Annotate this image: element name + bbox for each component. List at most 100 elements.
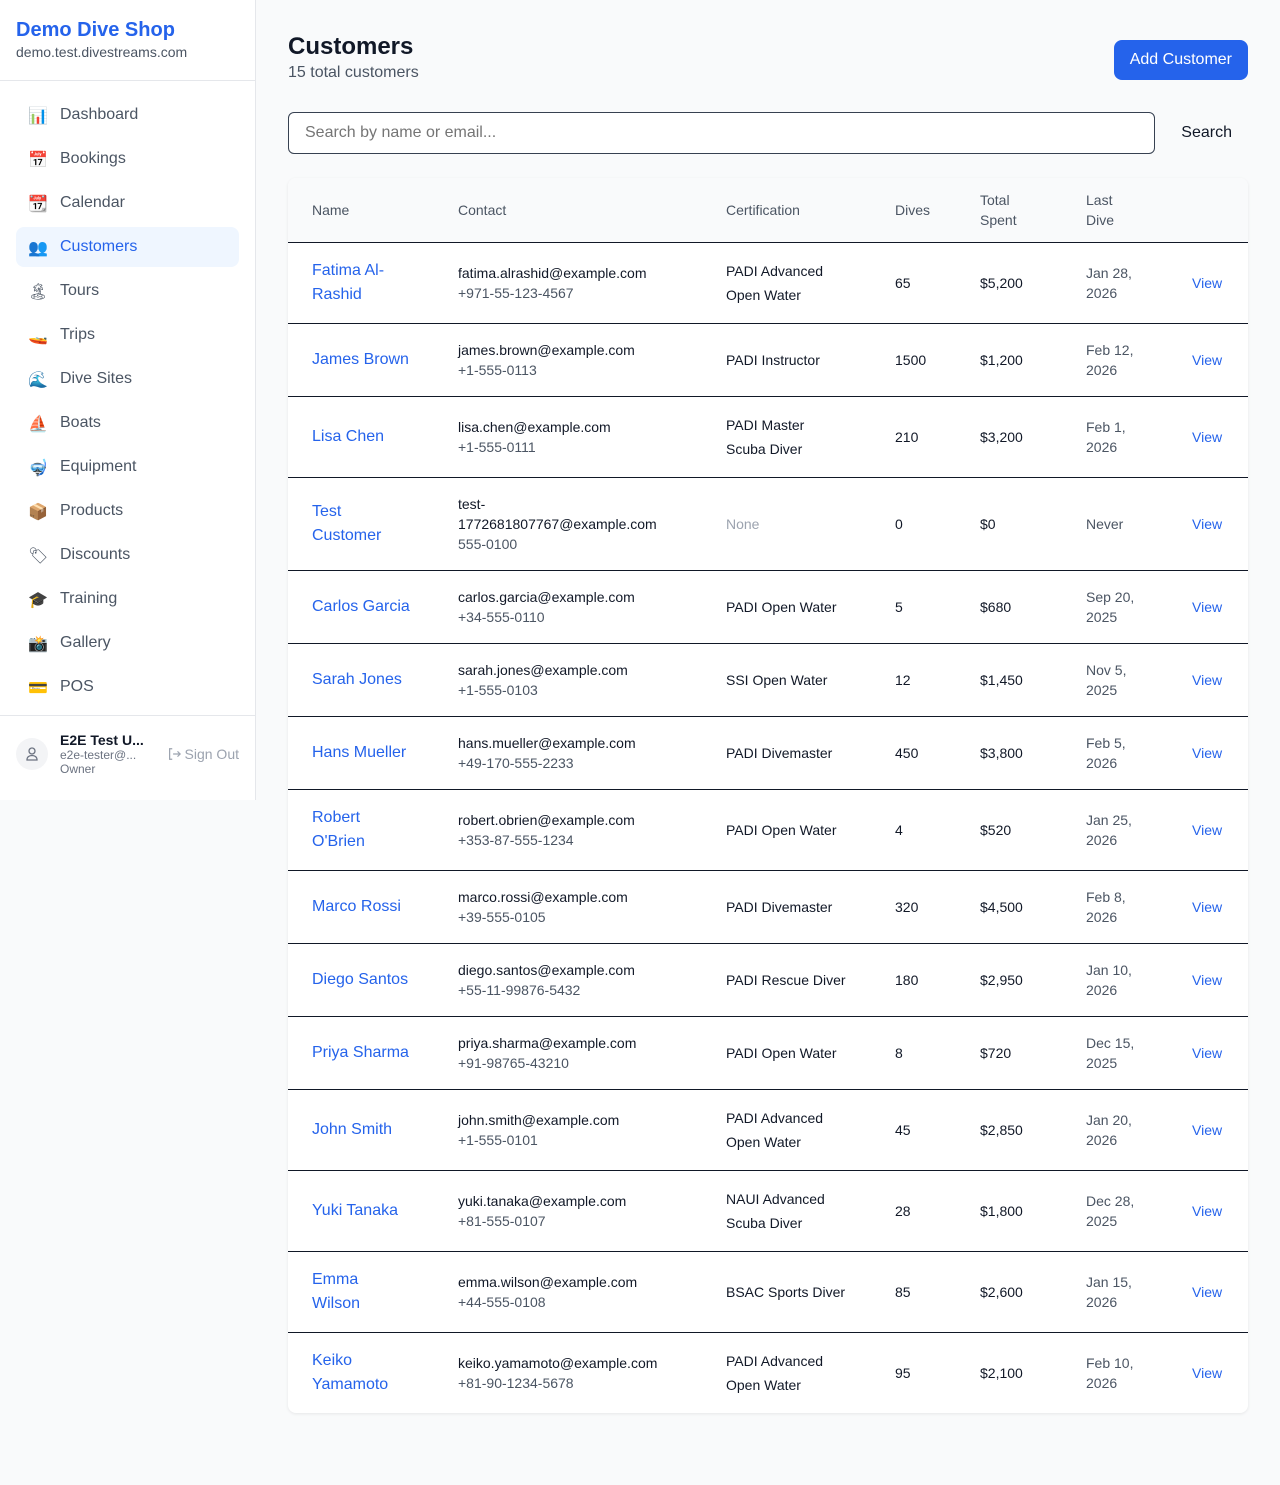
name-cell: Lisa Chen: [288, 396, 434, 478]
view-customer-link[interactable]: View: [1192, 351, 1223, 368]
actions-cell: View: [1168, 242, 1248, 324]
view-customer-link[interactable]: View: [1192, 898, 1223, 915]
add-customer-button[interactable]: Add Customer: [1113, 40, 1248, 80]
certification: PADI Divemaster: [726, 744, 833, 761]
total-spent-cell: $2,100: [980, 1364, 1023, 1381]
sidebar-item-bookings[interactable]: 📅 Bookings: [16, 139, 239, 179]
certification: PADI Master Scuba Diver: [726, 416, 805, 457]
customer-name-link[interactable]: Carlos Garcia: [312, 597, 410, 615]
sidebar-item-boats[interactable]: ⛵ Boats: [16, 403, 239, 443]
customer-name-link[interactable]: Lisa Chen: [312, 427, 385, 445]
customer-email: john.smith@example.com: [458, 1111, 620, 1128]
certification: PADI Open Water: [726, 821, 837, 838]
last-dive-cell: Jan 25, 2026: [1062, 789, 1168, 871]
view-customer-link[interactable]: View: [1192, 598, 1223, 615]
table-row: Priya Sharma priya.sharma@example.com +91-…: [288, 1016, 1248, 1090]
total-spent-cell: $2,600: [956, 1251, 1062, 1333]
customer-phone: +55-11-99876-5432: [458, 981, 581, 998]
table-row: John Smith john.smith@example.com +1-555-0…: [288, 1089, 1248, 1171]
customer-name-link[interactable]: Emma Wilson: [312, 1270, 361, 1312]
table-row: James Brown james.brown@example.com +1-555…: [288, 323, 1248, 397]
last-dive-cell: Dec 15, 2025: [1062, 1016, 1168, 1090]
contact-cell: test-1772681807767@example.com 555-0100: [434, 477, 702, 571]
view-customer-link[interactable]: View: [1192, 274, 1223, 291]
sign-out-button[interactable]: Sign Out: [167, 746, 239, 762]
sidebar-item-calendar[interactable]: 📆 Calendar: [16, 183, 239, 223]
customer-phone: +91-98765-43210: [458, 1054, 569, 1071]
certification-cell: PADI Advanced Open Water: [702, 242, 871, 324]
customer-email: test-1772681807767@example.com: [458, 495, 657, 532]
last-dive-cell: Sep 20, 2025: [1062, 570, 1168, 644]
actions-cell: View: [1168, 396, 1248, 478]
certification: PADI Rescue Diver: [726, 971, 846, 988]
page-title: Customers: [288, 33, 414, 60]
sidebar-item-gallery[interactable]: 📸 Gallery: [16, 623, 239, 663]
sidebar-item-trips[interactable]: 🚤 Trips: [16, 315, 239, 355]
customer-name-link[interactable]: Yuki Tanaka: [312, 1201, 398, 1219]
view-customer-link[interactable]: View: [1192, 971, 1223, 988]
certification-cell: PADI Open Water: [702, 789, 871, 871]
customer-email: robert.obrien@example.com: [458, 811, 635, 828]
credit-card-icon: 💳: [28, 677, 48, 697]
contact-cell: yuki.tanaka@example.com +81-555-0107: [434, 1170, 702, 1252]
search-button[interactable]: Search: [1155, 124, 1248, 142]
wave-icon: 🌊: [28, 369, 48, 389]
customer-name-link[interactable]: John Smith: [312, 1120, 393, 1138]
customer-name-link[interactable]: James Brown: [312, 350, 409, 368]
view-customer-link[interactable]: View: [1192, 1044, 1223, 1061]
customer-name-link[interactable]: Priya Sharma: [312, 1043, 409, 1061]
customer-name-link[interactable]: Fatima Al-Rashid: [312, 261, 385, 303]
view-customer-link[interactable]: View: [1192, 1202, 1223, 1219]
sidebar-item-equipment[interactable]: 🤿 Equipment: [16, 447, 239, 487]
customer-name-link[interactable]: Robert O'Brien: [312, 808, 365, 850]
customer-name-link[interactable]: Test Customer: [312, 502, 382, 544]
total-spent-cell: $1,200: [956, 323, 1062, 397]
certification: PADI Advanced Open Water: [726, 1352, 824, 1393]
certification-cell: PADI Advanced Open Water: [702, 1332, 871, 1413]
name-cell: Keiko Yamamoto: [288, 1332, 434, 1413]
sidebar-item-discounts[interactable]: 🏷 Discounts: [16, 535, 239, 575]
table-row: Hans Mueller hans.mueller@example.com +49-…: [288, 716, 1248, 790]
total-spent-cell: $2,950: [956, 943, 1062, 1017]
sailboat-icon: ⛵: [28, 413, 48, 433]
shop-name[interactable]: Demo Dive Shop: [16, 19, 175, 41]
shop-domain: demo.test.divestreams.com: [16, 44, 188, 60]
certification: PADI Open Water: [726, 598, 837, 615]
view-customer-link[interactable]: View: [1192, 1364, 1223, 1381]
customer-name-link[interactable]: Marco Rossi: [312, 897, 401, 915]
total-spent-cell: $520: [956, 789, 1062, 871]
customers-table: Name Contact Certification Dives Total Spent…: [288, 178, 1248, 1413]
sidebar-item-products[interactable]: 📦 Products: [16, 491, 239, 531]
certification-cell: None: [702, 477, 871, 571]
sidebar-item-training[interactable]: 🎓 Training: [16, 579, 239, 619]
certification-cell: PADI Rescue Diver: [702, 943, 871, 1017]
customer-email: sarah.jones@example.com: [458, 661, 628, 678]
view-customer-link[interactable]: View: [1192, 671, 1223, 688]
column-header-dives: Dives: [871, 178, 956, 243]
sidebar-item-pos[interactable]: 💳 POS: [16, 667, 239, 707]
contact-cell: james.brown@example.com +1-555-0113: [434, 323, 702, 397]
certification-cell: SSI Open Water: [702, 643, 871, 717]
certification: SSI Open Water: [726, 671, 828, 688]
view-customer-link[interactable]: View: [1192, 821, 1223, 838]
sidebar-item-dive-sites[interactable]: 🌊 Dive Sites: [16, 359, 239, 399]
customer-name-link[interactable]: Hans Mueller: [312, 743, 407, 761]
customer-name-link[interactable]: Keiko Yamamoto: [312, 1351, 389, 1393]
sidebar-item-tours[interactable]: 🏝 Tours: [16, 271, 239, 311]
view-customer-link[interactable]: View: [1192, 428, 1223, 445]
dives-cell: 4: [871, 789, 956, 871]
customer-phone: +353-87-555-1234: [458, 831, 574, 848]
view-customer-link[interactable]: View: [1192, 1283, 1223, 1300]
view-customer-link[interactable]: View: [1192, 1121, 1223, 1138]
contact-cell: carlos.garcia@example.com +34-555-0110: [434, 570, 702, 644]
column-header-certification: Certification: [702, 178, 871, 243]
view-customer-link[interactable]: View: [1192, 515, 1223, 532]
view-customer-link[interactable]: View: [1192, 744, 1223, 761]
customer-phone: +44-555-0108: [458, 1293, 546, 1310]
sidebar-item-dashboard[interactable]: 📊 Dashboard: [16, 95, 239, 135]
table-row: Keiko Yamamoto keiko.yamamoto@example.com…: [288, 1332, 1248, 1413]
sidebar-item-customers[interactable]: 👥 Customers: [16, 227, 239, 267]
customer-name-link[interactable]: Sarah Jones: [312, 670, 402, 688]
search-input[interactable]: [288, 112, 1155, 154]
customer-name-link[interactable]: Diego Santos: [312, 970, 409, 988]
